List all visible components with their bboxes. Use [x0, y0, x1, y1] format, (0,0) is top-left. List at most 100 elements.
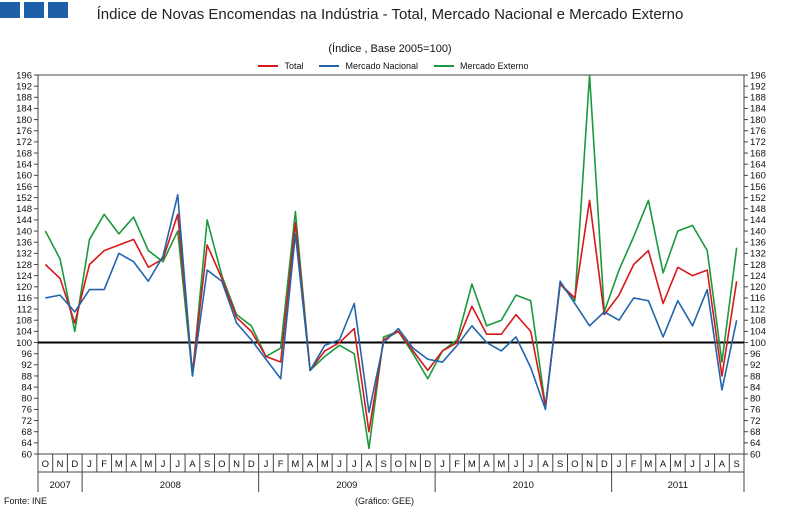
y-tick-label-left: 80	[21, 394, 32, 405]
month-label: N	[586, 459, 593, 470]
month-label: J	[175, 459, 180, 470]
y-tick-label-left: 84	[21, 382, 32, 393]
y-tick-label-right: 188	[750, 93, 766, 104]
y-tick-label-right: 168	[750, 148, 766, 159]
month-label: S	[380, 459, 386, 470]
month-label: M	[291, 459, 299, 470]
y-tick-label-left: 100	[16, 338, 32, 349]
month-label: A	[483, 459, 490, 470]
y-tick-label-right: 96	[750, 349, 761, 360]
month-label: F	[454, 459, 460, 470]
gee-logo	[0, 2, 68, 18]
y-tick-label-left: 64	[21, 438, 32, 449]
y-tick-label-right: 184	[750, 104, 766, 115]
credit-note: (Gráfico: GEE)	[355, 496, 415, 506]
month-label: M	[115, 459, 123, 470]
chart-legend: Total Mercado Nacional Mercado Externo	[0, 61, 787, 71]
y-tick-label-left: 124	[16, 271, 32, 282]
month-label: F	[278, 459, 284, 470]
month-label: J	[352, 459, 357, 470]
month-label: M	[497, 459, 505, 470]
series-line-externo	[44, 74, 738, 450]
legend-label-externo: Mercado Externo	[460, 61, 529, 71]
y-tick-label-right: 104	[750, 327, 766, 338]
y-tick-label-right: 144	[750, 215, 766, 226]
month-label: J	[161, 459, 166, 470]
y-tick-label-right: 160	[750, 171, 766, 182]
month-label: D	[248, 459, 255, 470]
y-tick-label-right: 156	[750, 182, 766, 193]
month-label: J	[705, 459, 710, 470]
source-note: Fonte: INE	[4, 496, 48, 506]
y-tick-label-right: 176	[750, 126, 766, 137]
month-label: N	[410, 459, 417, 470]
month-label: J	[337, 459, 342, 470]
month-label: A	[660, 459, 667, 470]
y-tick-label-left: 156	[16, 182, 32, 193]
y-tick-label-left: 132	[16, 249, 32, 260]
legend-item-externo: Mercado Externo	[434, 61, 529, 71]
y-tick-label-left: 148	[16, 204, 32, 215]
month-label: O	[571, 459, 578, 470]
month-label: J	[690, 459, 695, 470]
legend-label-total: Total	[284, 61, 304, 71]
legend-item-nacional: Mercado Nacional	[319, 61, 418, 71]
y-tick-label-right: 92	[750, 360, 761, 371]
y-tick-label-right: 84	[750, 382, 761, 393]
y-tick-label-left: 136	[16, 238, 32, 249]
y-tick-label-left: 184	[16, 104, 32, 115]
y-tick-label-left: 196	[16, 70, 32, 81]
y-tick-label-left: 72	[21, 416, 32, 427]
chart-title: Índice de Novas Encomendas na Indústria …	[96, 6, 684, 23]
month-label: J	[514, 459, 519, 470]
y-tick-label-right: 148	[750, 204, 766, 215]
y-tick-label-right: 112	[750, 304, 765, 315]
y-tick-label-left: 88	[21, 371, 32, 382]
y-tick-label-right: 80	[750, 394, 761, 405]
month-label: M	[468, 459, 476, 470]
y-tick-label-right: 180	[750, 115, 766, 126]
month-label: M	[321, 459, 329, 470]
month-label: O	[395, 459, 402, 470]
y-tick-label-right: 64	[750, 438, 761, 449]
y-tick-label-right: 120	[750, 282, 766, 293]
month-label: D	[424, 459, 431, 470]
y-tick-label-right: 164	[750, 159, 766, 170]
y-tick-label-left: 60	[21, 449, 32, 460]
month-label: A	[719, 459, 726, 470]
y-tick-label-right: 124	[750, 271, 766, 282]
y-tick-label-right: 68	[750, 427, 761, 438]
y-tick-label-left: 120	[16, 282, 32, 293]
plot-frame	[37, 74, 745, 455]
month-label: J	[440, 459, 445, 470]
y-tick-label-left: 152	[16, 193, 32, 204]
y-tick-label-right: 100	[750, 338, 766, 349]
y-tick-label-left: 112	[17, 304, 32, 315]
month-label: N	[57, 459, 64, 470]
year-label: 2010	[513, 480, 534, 491]
y-tick-label-right: 88	[750, 371, 761, 382]
month-label: A	[307, 459, 314, 470]
logo-square-2	[24, 2, 44, 18]
y-tick-label-right: 76	[750, 405, 761, 416]
y-tick-label-left: 160	[16, 171, 32, 182]
chart-subtitle: (Índice , Base 2005=100)	[328, 43, 452, 55]
y-tick-label-left: 168	[16, 148, 32, 159]
year-label: 2007	[49, 480, 70, 491]
y-tick-label-right: 108	[750, 316, 766, 327]
y-tick-label-left: 192	[16, 81, 32, 92]
y-tick-label-right: 116	[750, 293, 765, 304]
year-label: 2011	[668, 480, 688, 491]
month-label: S	[733, 459, 739, 470]
month-label: O	[42, 459, 49, 470]
month-label: J	[528, 459, 533, 470]
month-label: F	[101, 459, 107, 470]
legend-label-nacional: Mercado Nacional	[345, 61, 418, 71]
y-tick-label-left: 68	[21, 427, 32, 438]
y-tick-label-left: 116	[17, 293, 32, 304]
legend-swatch-nacional	[319, 65, 340, 67]
y-tick-label-left: 76	[21, 405, 32, 416]
month-label: S	[204, 459, 210, 470]
y-tick-label-right: 132	[750, 249, 766, 260]
